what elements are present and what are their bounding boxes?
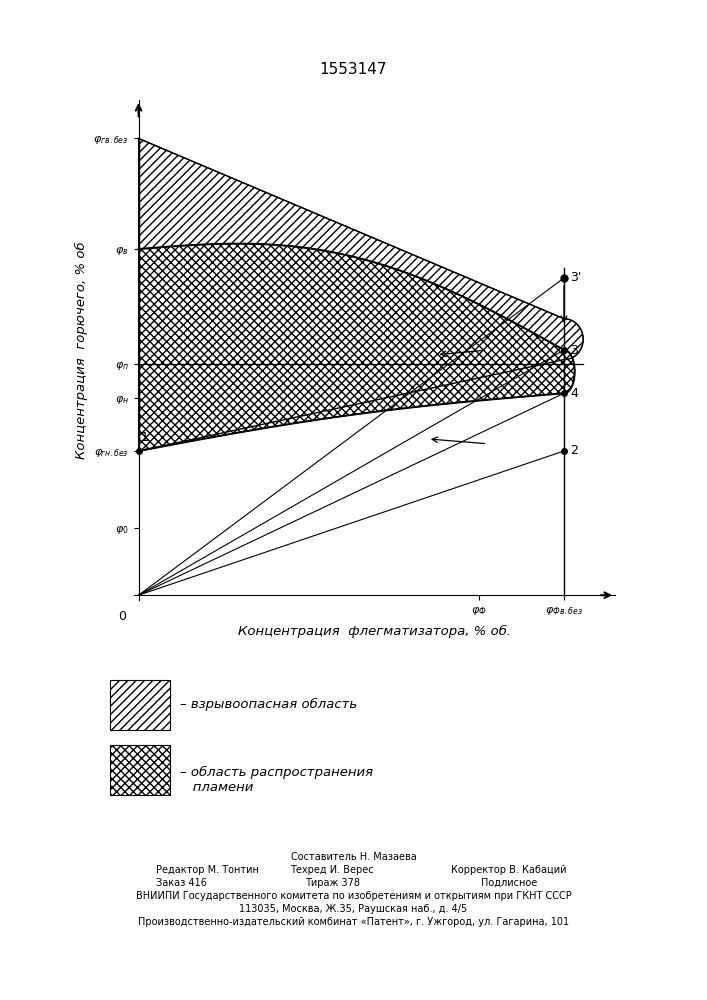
Text: 2: 2 [571, 444, 578, 457]
Text: Техред И. Верес: Техред И. Верес [291, 865, 374, 875]
Text: 113035, Москва, Ж․35, Раушская наб., д. 4/5: 113035, Москва, Ж․35, Раушская наб., д. … [240, 904, 467, 914]
Text: Редактор М. Тонтин: Редактор М. Тонтин [156, 865, 259, 875]
Y-axis label: Концентрация  горючего, % об: Концентрация горючего, % об [75, 241, 88, 459]
Text: Заказ 416: Заказ 416 [156, 878, 206, 888]
Text: 4: 4 [571, 387, 578, 400]
Text: 1: 1 [141, 431, 148, 444]
Text: – взрывоопасная область: – взрывоопасная область [180, 697, 358, 711]
Text: ВНИИПИ Государственного комитета по изобретениям и открытиям при ГКНТ СССР: ВНИИПИ Государственного комитета по изоб… [136, 891, 571, 901]
X-axis label: Концентрация  флегматизатора, % об.: Концентрация флегматизатора, % об. [238, 625, 511, 638]
Text: 3: 3 [571, 344, 578, 357]
Text: Производственно-издательский комбинат «Патент», г. Ужгород, ул. Гагарина, 101: Производственно-издательский комбинат «П… [138, 917, 569, 927]
Text: Составитель Н. Мазаева: Составитель Н. Мазаева [291, 852, 416, 862]
Text: 3': 3' [571, 271, 582, 284]
Text: Корректор В. Кабаций: Корректор В. Кабаций [451, 865, 567, 875]
Text: 1553147: 1553147 [320, 62, 387, 77]
Text: 0: 0 [118, 610, 126, 623]
Text: – область распространения
   пламени: – область распространения пламени [180, 766, 373, 794]
Text: Тираж 378: Тираж 378 [305, 878, 360, 888]
Text: Подлисное: Подлисное [481, 878, 537, 888]
